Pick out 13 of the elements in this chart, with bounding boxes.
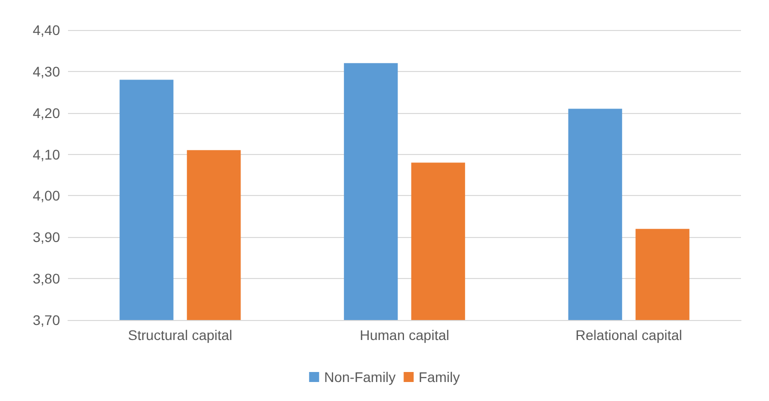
y-tick-label: 4,40 bbox=[32, 22, 60, 38]
x-tick-label: Human capital bbox=[360, 327, 450, 343]
y-tick-label: 4,00 bbox=[32, 188, 60, 204]
y-tick-label: 3,80 bbox=[32, 270, 60, 287]
x-tick-label: Relational capital bbox=[576, 327, 682, 343]
y-tick-label: 3,90 bbox=[32, 229, 60, 246]
legend-label: Non-Family bbox=[324, 369, 396, 385]
y-tick-label: 4,30 bbox=[32, 63, 60, 80]
legend-label: Family bbox=[418, 369, 460, 385]
y-tick-label: 4,10 bbox=[32, 146, 60, 162]
y-tick-label: 3,70 bbox=[32, 312, 60, 328]
x-tick-label: Structural capital bbox=[128, 327, 232, 343]
y-tick-label: 4,20 bbox=[32, 104, 60, 121]
